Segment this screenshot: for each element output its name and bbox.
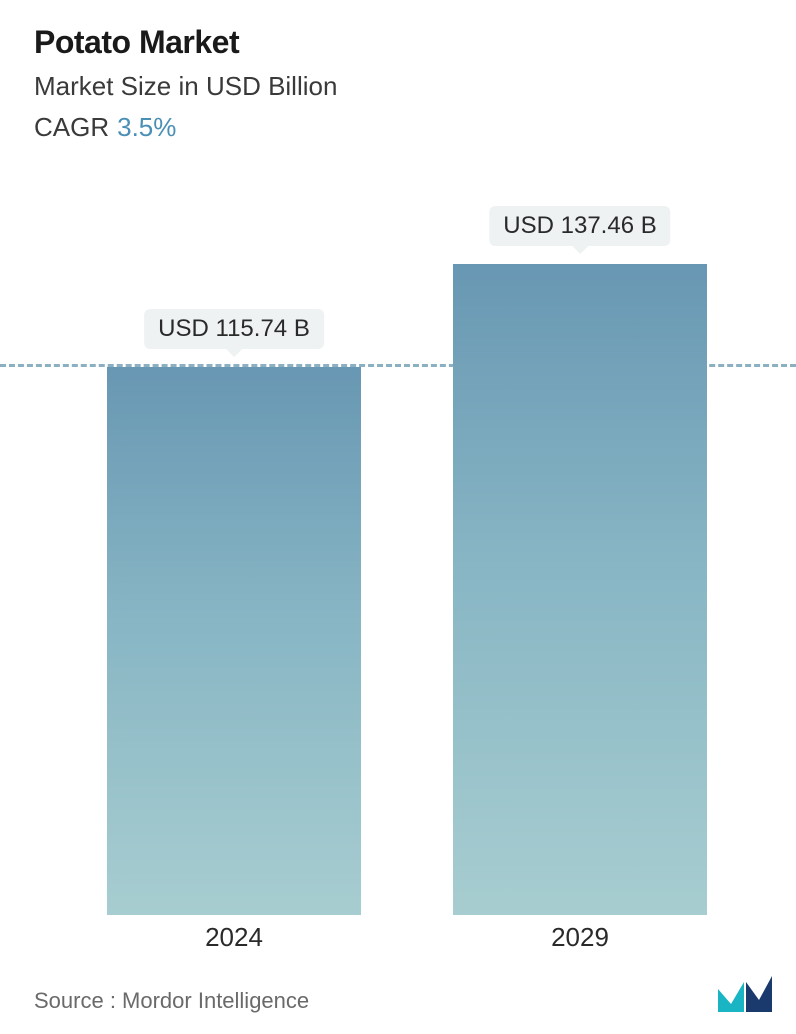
value-badge-2029: USD 137.46 B [489,206,670,246]
chart-title: Potato Market [34,24,762,61]
x-label-2029: 2029 [551,922,609,953]
chart-footer: Source : Mordor Intelligence [34,974,776,1014]
value-badge-2024: USD 115.74 B [144,309,324,349]
chart-header: Potato Market Market Size in USD Billion… [0,0,796,143]
source-text: Source : Mordor Intelligence [34,988,309,1014]
x-label-2024: 2024 [205,922,263,953]
x-axis-labels: 2024 2029 [0,922,796,962]
mordor-logo-icon [716,974,776,1014]
chart-subtitle: Market Size in USD Billion [34,71,762,102]
bar-2029 [453,264,707,915]
bar-2024 [107,367,361,915]
cagr-label: CAGR [34,112,109,142]
cagr-value: 3.5% [117,112,176,142]
chart-plot-area: USD 115.74 B USD 137.46 B [0,205,796,915]
cagr-row: CAGR 3.5% [34,112,762,143]
